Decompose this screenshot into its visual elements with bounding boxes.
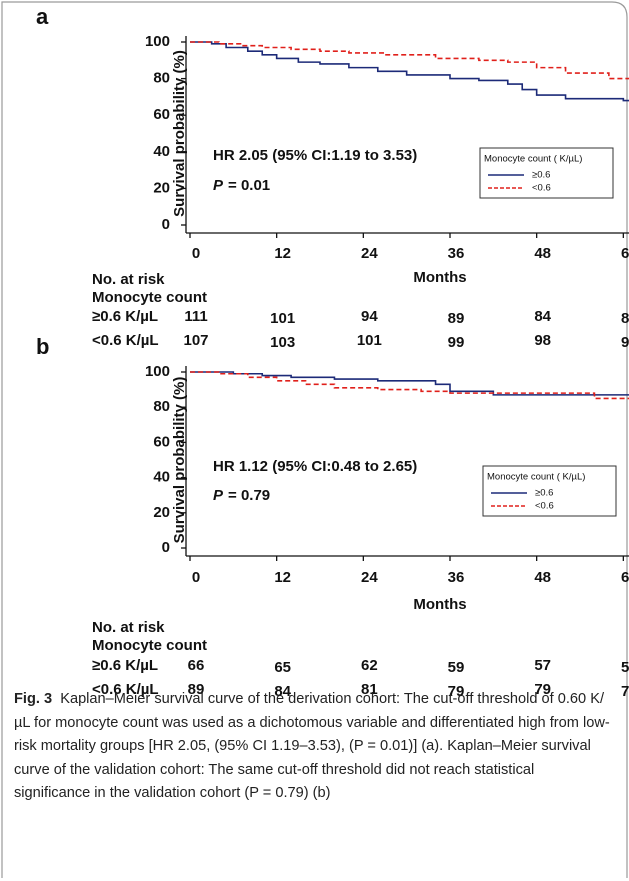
survival-curve: [190, 41, 629, 80]
risk-count: 57: [621, 659, 629, 676]
risk-count: 89: [188, 681, 205, 698]
x-tick-label: 12: [274, 245, 291, 262]
legend-box: [482, 465, 617, 517]
risk-count: 99: [448, 334, 465, 351]
y-tick-label: 60: [153, 106, 170, 123]
caption-text: Kaplan–Meier survival curve of the deriv…: [14, 691, 610, 802]
x-tick-label: 48: [534, 569, 551, 586]
caption: Fig. 3 Kaplan–Meier survival curve of th…: [14, 688, 614, 806]
risk-table-title: No. at risk: [92, 619, 165, 636]
risk-count: 103: [270, 334, 295, 351]
x-tick-label: 60: [621, 245, 629, 262]
x-axis-label: Months: [413, 596, 466, 613]
panel-label: b: [36, 334, 49, 359]
y-tick-label: 80: [153, 398, 170, 415]
risk-count: 57: [534, 657, 551, 674]
x-tick-label: 60: [621, 569, 629, 586]
y-tick-label: 20: [153, 179, 170, 196]
risk-count: 79: [448, 683, 465, 700]
risk-table-title: No. at risk: [92, 271, 165, 288]
y-tick-label: 100: [145, 33, 170, 50]
panel-label: a: [36, 4, 49, 29]
risk-count: 59: [448, 659, 465, 676]
y-tick-label: 80: [153, 70, 170, 87]
risk-row-label: ≥0.6 K/µL: [92, 308, 158, 325]
x-tick-label: 0: [192, 245, 200, 262]
risk-count: 82: [621, 310, 629, 327]
legend-box: [479, 147, 614, 199]
risk-count: 89: [448, 310, 465, 327]
p-symbol: P: [213, 487, 224, 504]
y-tick-label: 40: [153, 469, 170, 486]
risk-count: 81: [361, 681, 378, 698]
x-tick-label: 36: [448, 245, 465, 262]
y-tick-label: 20: [153, 504, 170, 521]
legend-label: ≥0.6: [532, 170, 550, 181]
risk-row-label: <0.6 K/µL: [92, 681, 159, 698]
risk-count: 79: [534, 681, 551, 698]
x-tick-label: 24: [361, 569, 378, 586]
risk-count: 84: [534, 308, 551, 325]
p-number: = 0.79: [228, 487, 270, 504]
survival-curve: [190, 371, 629, 396]
p-value: P = 0.01: [213, 177, 270, 194]
caption-label: Fig. 3: [14, 691, 53, 707]
x-tick-label: 36: [448, 569, 465, 586]
x-tick-label: 12: [274, 569, 291, 586]
y-tick-label: 60: [153, 433, 170, 450]
survival-curve: [190, 371, 629, 400]
risk-count: 111: [184, 308, 207, 325]
hazard-ratio: HR 2.05 (95% CI:1.19 to 3.53): [213, 147, 417, 164]
risk-count: 66: [188, 657, 205, 674]
legend-label: ≥0.6: [535, 488, 553, 499]
legend-title: Monocyte count ( K/µL): [484, 154, 582, 165]
hazard-ratio: HR 1.12 (95% CI:0.48 to 2.65): [213, 458, 417, 475]
risk-row-label: ≥0.6 K/µL: [92, 657, 158, 674]
legend-title: Monocyte count ( K/µL): [487, 472, 585, 483]
risk-count: 84: [274, 683, 291, 700]
risk-row-label: <0.6 K/µL: [92, 332, 159, 349]
risk-count: 98: [534, 332, 551, 349]
x-tick-label: 24: [361, 245, 378, 262]
y-tick-label: 0: [162, 216, 170, 233]
y-tick-label: 0: [162, 539, 170, 556]
p-value: P = 0.79: [213, 487, 270, 504]
x-tick-label: 0: [192, 569, 200, 586]
risk-table-group: Monocyte count: [92, 289, 207, 306]
risk-count: 78: [621, 683, 629, 700]
y-axis-label: Survival probability (%): [171, 377, 188, 544]
y-tick-label: 100: [145, 363, 170, 380]
p-symbol: P: [213, 177, 224, 194]
y-tick-label: 40: [153, 143, 170, 160]
risk-count: 101: [357, 332, 382, 349]
risk-table-group: Monocyte count: [92, 637, 207, 654]
p-number: = 0.01: [228, 177, 270, 194]
risk-count: 107: [183, 332, 208, 349]
risk-count: 65: [274, 659, 291, 676]
risk-count: 62: [361, 657, 378, 674]
legend-label: <0.6: [532, 183, 551, 194]
legend-label: <0.6: [535, 501, 554, 512]
survival-curve: [190, 41, 629, 102]
risk-count: 101: [270, 310, 295, 327]
risk-count: 95: [621, 334, 629, 351]
y-axis-label: Survival probability (%): [171, 50, 188, 217]
risk-count: 94: [361, 308, 378, 325]
x-tick-label: 48: [534, 245, 551, 262]
x-axis-label: Months: [413, 269, 466, 286]
